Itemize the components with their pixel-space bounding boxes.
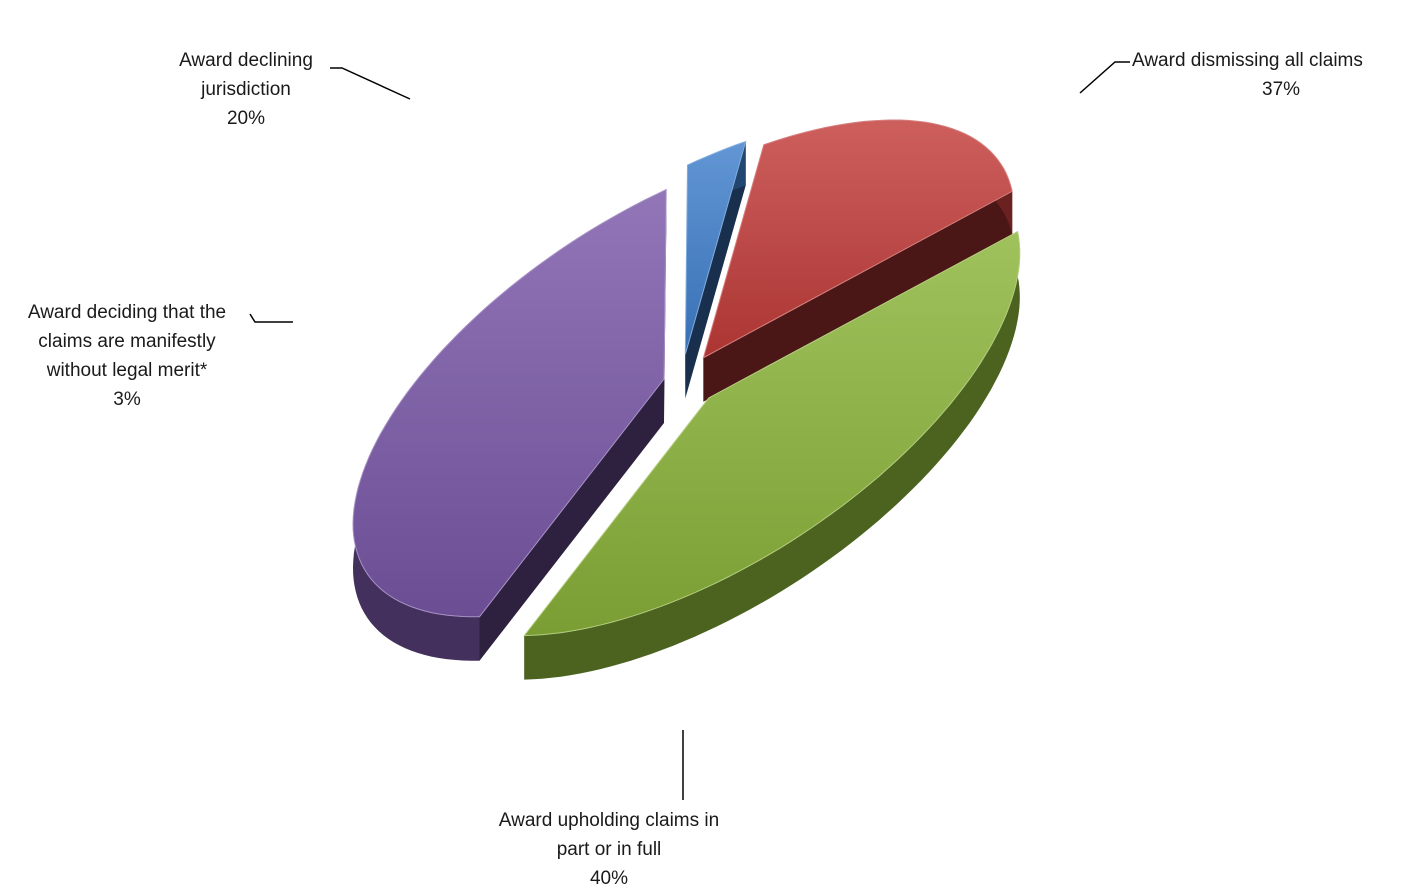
slice-label: Award deciding that the: [28, 302, 226, 323]
pie-slice: [702, 119, 1013, 402]
leader-line: [249, 313, 293, 323]
slices-layer: [352, 119, 1021, 680]
slice-top: [684, 140, 747, 355]
leader-line: [1079, 61, 1130, 94]
slice-side: [524, 231, 1020, 680]
slice-value-label: 3%: [113, 389, 141, 410]
pie-slice: [523, 230, 1021, 680]
labels-layer: Award dismissing all claims 37% Award upho…: [28, 50, 1363, 889]
slice-value-label: 37%: [1262, 79, 1300, 100]
slice-label: Award dismissing all claims: [1132, 50, 1363, 71]
slice-label: jurisdiction: [200, 79, 291, 100]
slice-label: part or in full: [557, 839, 662, 860]
slice-label: Award upholding claims in: [499, 810, 719, 831]
slice-wall: [479, 379, 664, 661]
pie-slice: [684, 140, 747, 399]
slice-top: [523, 230, 1021, 637]
slice-wall: [685, 141, 746, 399]
slice-value-label: 20%: [227, 108, 265, 129]
pie-slice: [352, 188, 667, 661]
slice-top: [352, 188, 667, 618]
slice-top: [702, 119, 1013, 359]
slice-wall: [703, 191, 1013, 402]
leader-line: [330, 67, 411, 100]
slice-label: claims are manifestly: [38, 331, 216, 352]
slice-label: Award declining: [179, 50, 313, 71]
slice-value-label: 40%: [590, 868, 628, 888]
slice-label: without legal merit*: [46, 360, 208, 381]
